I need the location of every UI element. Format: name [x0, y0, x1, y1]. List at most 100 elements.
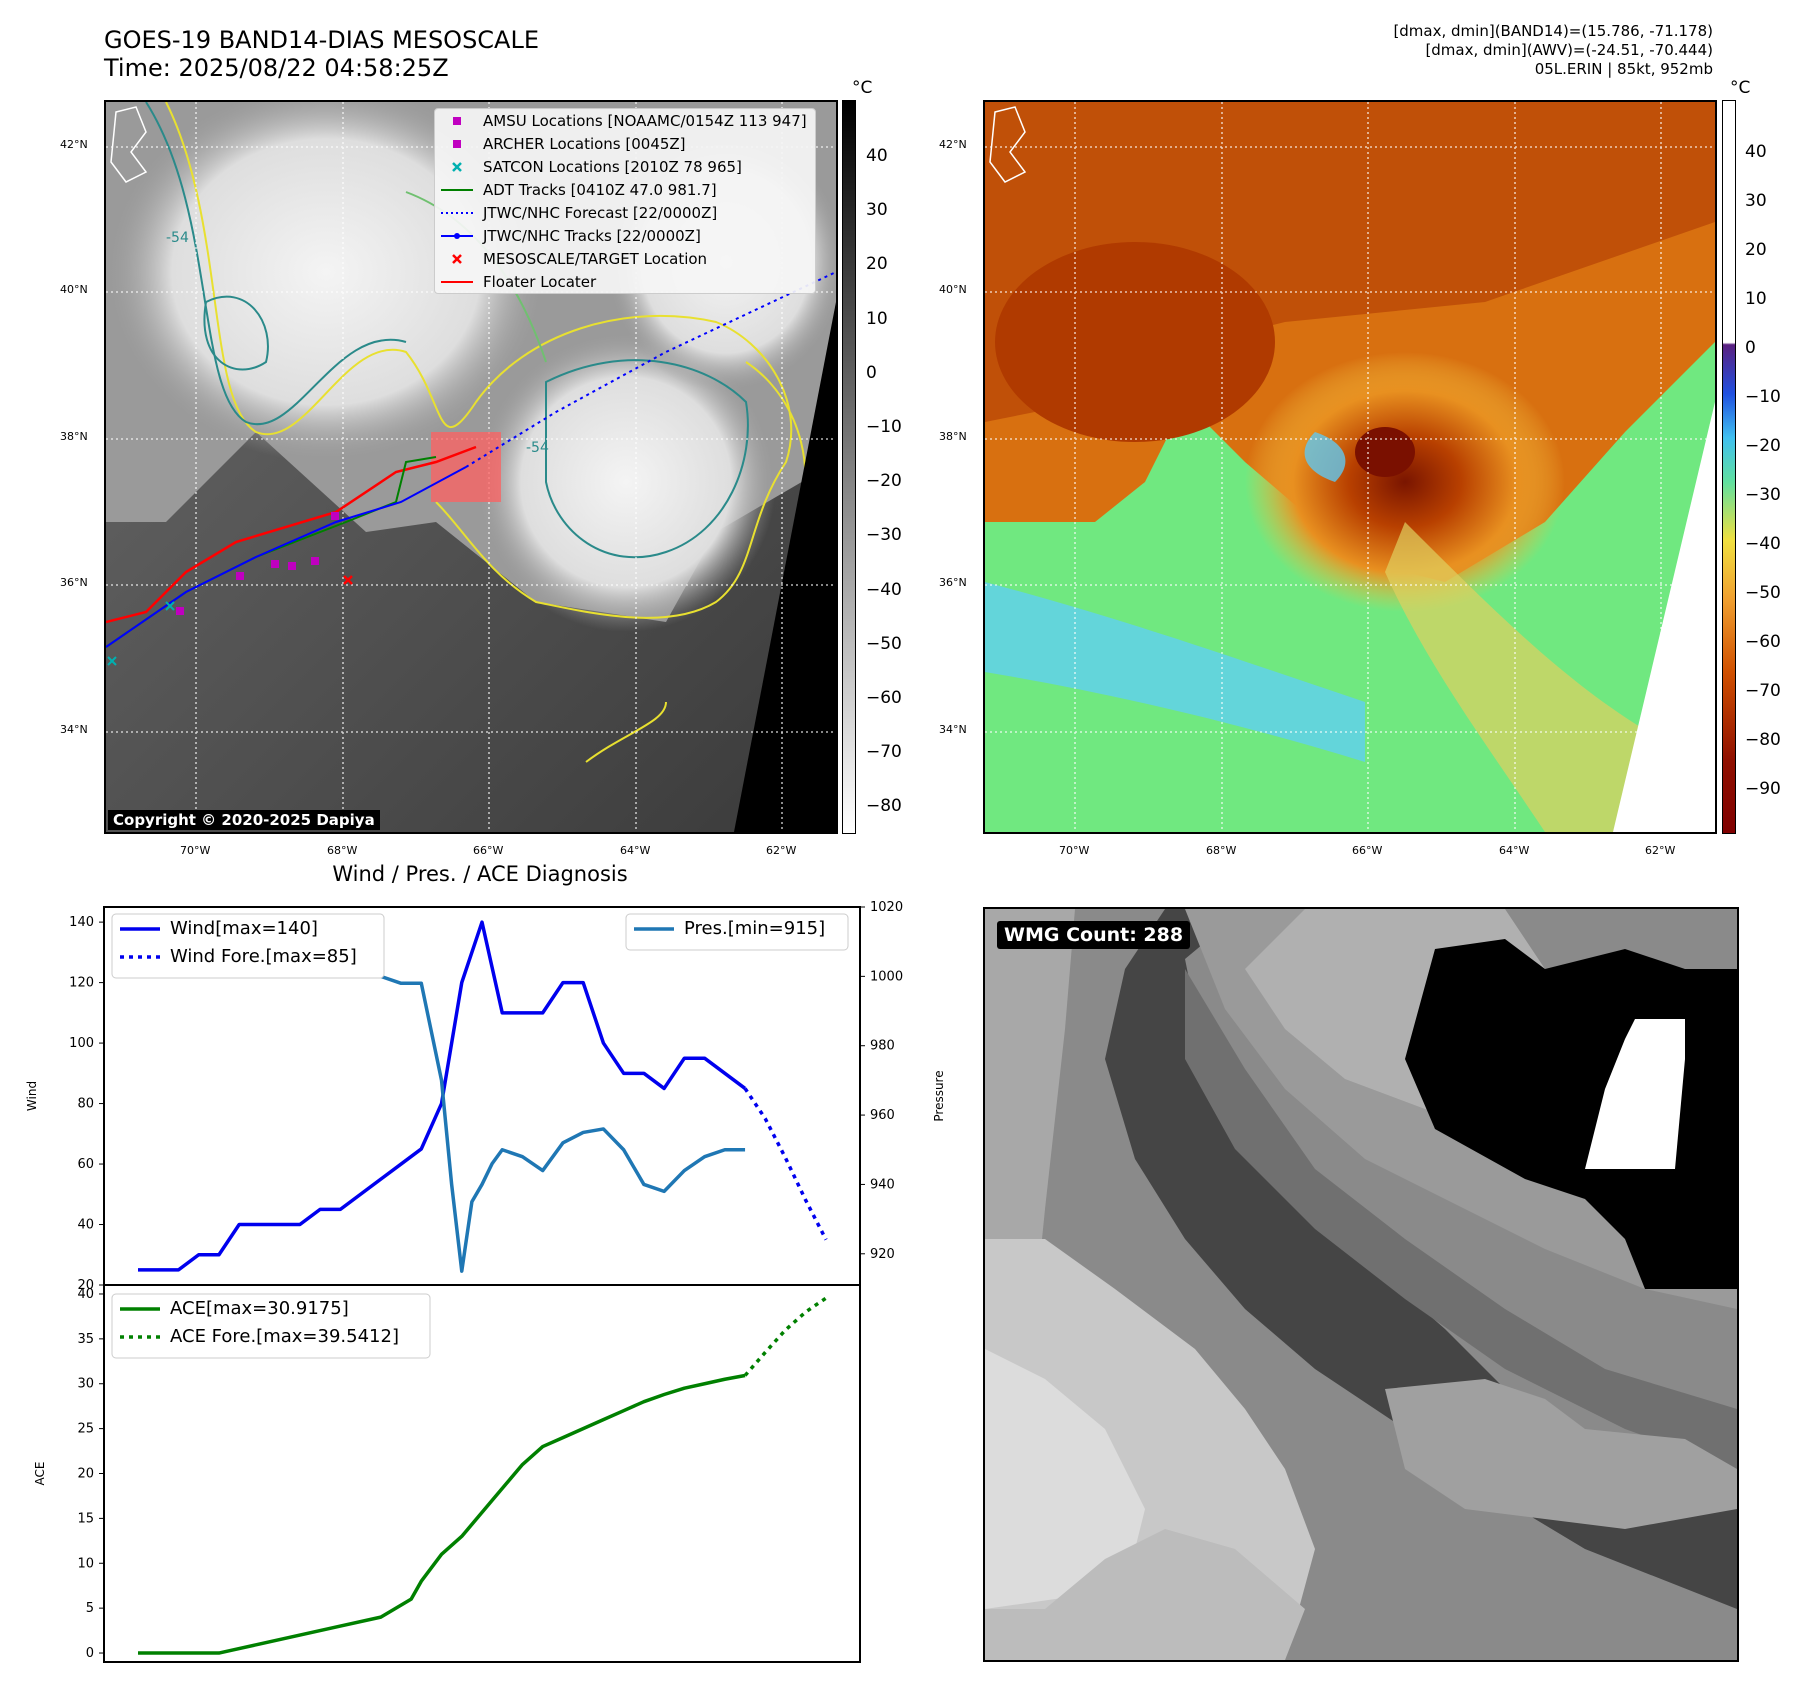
colorbar-tick-label: −30 — [866, 525, 902, 546]
colorbar-tick-label: −30 — [1745, 485, 1781, 505]
storm-info: [dmax, dmin](BAND14)=(15.786, -71.178) [… — [1393, 22, 1713, 79]
lon-tick-label: 64°W — [620, 844, 651, 857]
title-line-2: Time: 2025/08/22 04:58:25Z — [104, 54, 449, 82]
colorbar-tick-label: 30 — [1745, 191, 1767, 211]
legend-symbol — [439, 206, 475, 220]
lat-tick-label: 40°N — [939, 283, 967, 296]
legend-label: SATCON Locations [2010Z 78 965] — [483, 157, 742, 176]
wind-line — [138, 920, 747, 1272]
lon-tick-label: 62°W — [1645, 844, 1676, 857]
legend-entry: JTWC/NHC Tracks [22/0000Z] — [435, 224, 815, 247]
ace-legend — [111, 1293, 431, 1359]
colorbar-tick-label: 20 — [866, 254, 888, 275]
lat-tick-label: 42°N — [939, 138, 967, 151]
lon-tick-label: 62°W — [766, 844, 797, 857]
lat-tick-label: 42°N — [60, 138, 88, 151]
wmg-image — [985, 909, 1737, 1660]
ir-map-panel: -54 -54 AMSU Locations [NOAAMC/0154Z 113… — [104, 100, 838, 834]
legend-label: ADT Tracks [0410Z 47.0 981.7] — [483, 180, 717, 199]
colorbar-tick-label: −20 — [1745, 436, 1781, 456]
legend-label: Floater Locater — [483, 272, 597, 291]
color-colorbar — [1722, 100, 1736, 834]
legend-label: Wind[max=140] — [170, 918, 318, 939]
color-map-image — [985, 102, 1715, 832]
colorbar-tick-label: −60 — [866, 688, 902, 708]
colorbar-tick-label: −10 — [866, 417, 902, 437]
legend-entry: JTWC/NHC Forecast [22/0000Z] — [435, 201, 815, 224]
info-line-1: [dmax, dmin](BAND14)=(15.786, -71.178) — [1393, 22, 1713, 40]
wind-legend — [111, 913, 385, 979]
legend-entry: MESOSCALE/TARGET Location — [435, 247, 815, 270]
wmg-count-label: WMG Count: 288 — [997, 921, 1191, 949]
lat-tick-label: 36°N — [60, 576, 88, 589]
legend-label: Wind Fore.[max=85] — [170, 946, 357, 967]
legend-label: ARCHER Locations [0045Z] — [483, 134, 686, 153]
lon-tick-label: 68°W — [1206, 844, 1237, 857]
legend-symbol — [439, 160, 475, 174]
legend-entry: ARCHER Locations [0045Z] — [435, 132, 815, 155]
pressure-tick-label: 980 — [870, 1039, 895, 1054]
pressure-tick-label: 920 — [870, 1247, 895, 1262]
contour-label: -54 — [526, 440, 549, 456]
lon-tick-label: 70°W — [1059, 844, 1090, 857]
lon-tick-label: 64°W — [1499, 844, 1530, 857]
diagnosis-chart: 2040608010012014092094096098010001020Win… — [25, 900, 946, 1663]
ace-axis-label: ACE — [33, 1462, 47, 1486]
info-line-2: [dmax, dmin](AWV)=(-24.51, -70.444) — [1425, 41, 1713, 59]
colorbar-tick-label: −40 — [866, 579, 902, 600]
colorbar-tick-label: −40 — [1745, 534, 1781, 554]
copyright-label: Copyright © 2020-2025 Dapiya — [108, 810, 380, 830]
gray-colorbar-unit: °C — [852, 78, 873, 98]
wind-tick-label: 40 — [77, 1218, 94, 1233]
ace-line — [138, 1373, 746, 1655]
ace-tick-label: 20 — [77, 1467, 94, 1482]
colorbar-tick-label: 40 — [1745, 142, 1767, 162]
wind-tick-label: 60 — [77, 1157, 94, 1172]
pressure-tick-label: 1020 — [870, 900, 903, 915]
legend-symbol — [439, 114, 475, 128]
legend-label: AMSU Locations [NOAAMC/0154Z 113 947] — [483, 111, 807, 130]
pressure-axis-label: Pressure — [932, 1070, 946, 1121]
wind-fore-line — [743, 1087, 828, 1241]
colorbar-tick-label: 30 — [866, 200, 888, 221]
colorbar-tick-label: 40 — [866, 146, 888, 166]
colorbar-tick-label: −70 — [866, 742, 902, 763]
gray-colorbar — [842, 100, 856, 834]
title-line-1: GOES-19 BAND14-DIAS MESOSCALE — [104, 26, 540, 54]
wind-tick-label: 80 — [77, 1097, 94, 1112]
legend-symbol — [439, 229, 475, 243]
colorbar-tick-label: 0 — [866, 362, 877, 383]
colorbar-tick-label: −50 — [1745, 583, 1781, 603]
lat-tick-label: 34°N — [60, 723, 88, 736]
wind-tick-label: 20 — [77, 1278, 94, 1293]
pressure-legend — [625, 913, 849, 951]
legend-entry: SATCON Locations [2010Z 78 965] — [435, 155, 815, 178]
colorbar-tick-label: −70 — [1745, 681, 1781, 701]
legend-entry: Floater Locater — [435, 270, 815, 293]
wind-tick-label: 140 — [69, 915, 94, 930]
color-map-panel — [983, 100, 1717, 834]
lon-tick-label: 70°W — [180, 844, 211, 857]
colorbar-tick-label: 0 — [1745, 338, 1756, 358]
colorbar-tick-label: −80 — [1745, 730, 1781, 750]
legend-symbol — [439, 183, 475, 197]
figure-title: GOES-19 BAND14-DIAS MESOSCALE Time: 2025… — [104, 26, 539, 82]
wind-tick-label: 120 — [69, 976, 94, 991]
ace-tick-label: 35 — [77, 1332, 94, 1347]
ace-tick-label: 0 — [86, 1646, 94, 1661]
lon-tick-label: 66°W — [1352, 844, 1383, 857]
colorbar-tick-label: −60 — [1745, 632, 1781, 652]
pressure-tick-label: 1000 — [870, 969, 903, 984]
diagnosis-title: Wind / Pres. / ACE Diagnosis — [332, 862, 628, 886]
wind-axis-label: Wind — [25, 1081, 39, 1111]
legend-entry: ADT Tracks [0410Z 47.0 981.7] — [435, 178, 815, 201]
legend-label: Pres.[min=915] — [684, 918, 825, 939]
colorbar-tick-label: 20 — [1745, 240, 1767, 260]
lon-tick-label: 66°W — [473, 844, 504, 857]
ace-tick-label: 30 — [77, 1377, 94, 1392]
wmg-panel: WMG Count: 288 — [983, 907, 1739, 1662]
legend-entry: AMSU Locations [NOAAMC/0154Z 113 947] — [435, 109, 815, 132]
contour-label-2: -54 — [166, 230, 189, 246]
legend-label: ACE[max=30.9175] — [170, 1298, 349, 1319]
legend-symbol — [439, 137, 475, 151]
